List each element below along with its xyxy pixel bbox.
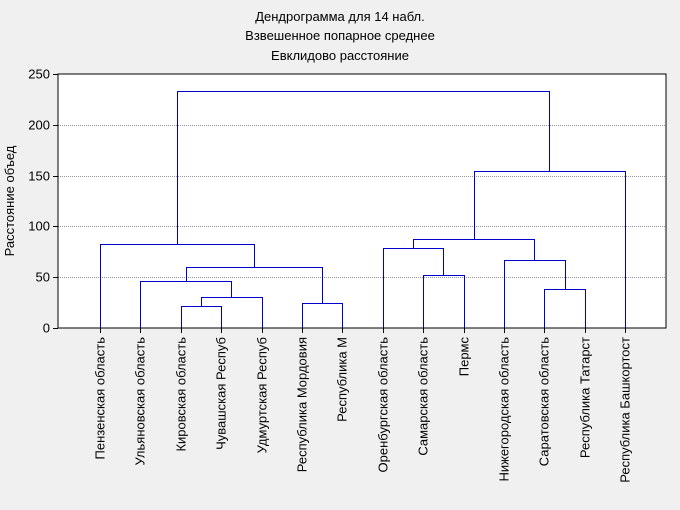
y-tick-label: 50 — [36, 270, 50, 285]
dendrogram-links — [100, 91, 626, 329]
leaf-label: Кировская область — [174, 337, 189, 452]
leaf-label: Удмуртская Респуб — [255, 337, 270, 453]
leaf-label: Пермс — [457, 337, 472, 377]
title-line-1: Дендрограмма для 14 набл. — [255, 9, 425, 24]
dendrogram-link — [177, 91, 550, 245]
y-tick-label: 100 — [28, 219, 50, 234]
y-tick-label: 150 — [28, 169, 50, 184]
leaf-label: Пензенская область — [93, 337, 108, 460]
chart-title: Дендрограмма для 14 набл. Взвешенное поп… — [245, 9, 435, 63]
leaf-label: Саратовская область — [537, 337, 552, 466]
leaf-label: Оренбургская область — [376, 337, 391, 473]
leaf-label: Самарская область — [416, 337, 431, 456]
leaf-label: Республика Мордовия — [295, 337, 310, 472]
y-axis: 0 50 100 150 200 250 — [28, 67, 58, 336]
y-axis-title: Расстояние объед — [2, 145, 17, 256]
leaf-label: Чувашская Респуб — [214, 337, 229, 450]
leaf-label: Республика Башкортост — [618, 337, 633, 483]
y-tick-label: 250 — [28, 67, 50, 82]
title-line-3: Евклидово расстояние — [271, 48, 409, 63]
grid-lines — [58, 125, 666, 278]
y-tick-label: 0 — [43, 321, 50, 336]
x-axis-leaf-labels: Пензенская область Ульяновская область Кир… — [93, 328, 633, 483]
plot-area — [58, 74, 666, 328]
leaf-label: Республика М — [335, 337, 350, 422]
leaf-label: Ульяновская область — [133, 337, 148, 466]
y-tick-label: 200 — [28, 118, 50, 133]
plot-frame — [57, 73, 667, 329]
leaf-label: Нижегородская область — [497, 337, 512, 482]
title-line-2: Взвешенное попарное среднее — [245, 28, 435, 43]
leaf-label: Республика Татарст — [578, 337, 593, 458]
